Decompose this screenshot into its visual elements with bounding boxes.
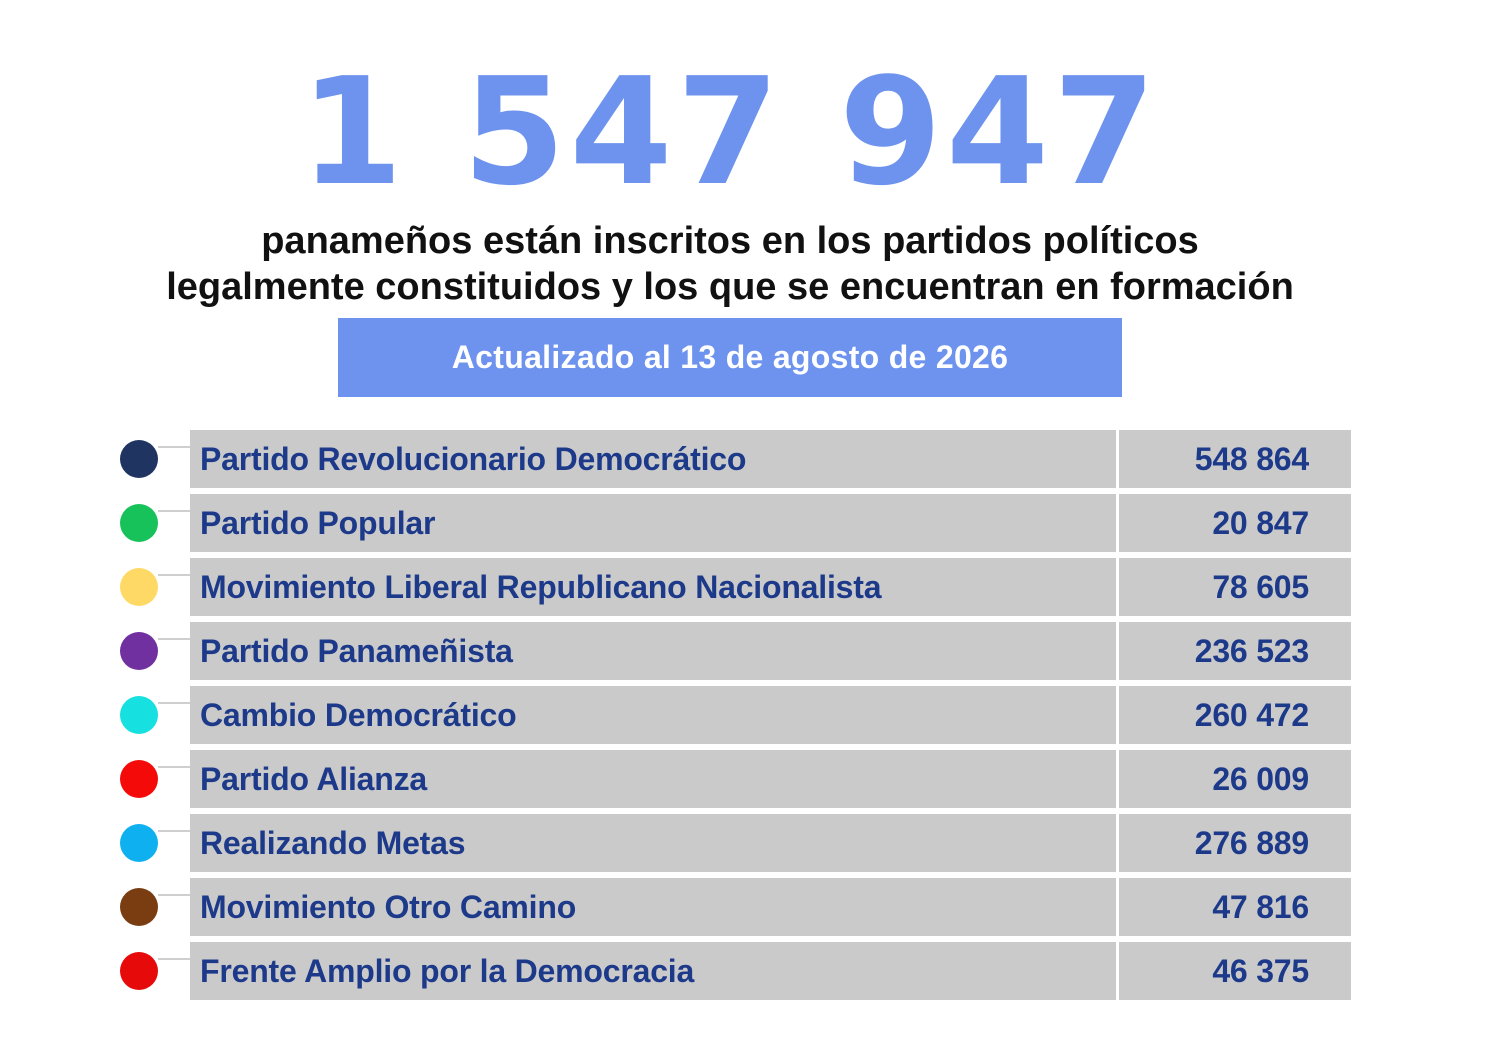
party-color-dot [120, 504, 158, 542]
table-row: Cambio Democrático 260 472 [0, 686, 1502, 750]
party-count-cell: 260 472 [1119, 686, 1351, 744]
party-name: Frente Amplio por la Democracia [200, 952, 695, 989]
party-table: Partido Revolucionario Democrático 548 86… [0, 430, 1502, 1006]
table-row: Movimiento Liberal Republicano Nacionali… [0, 558, 1502, 622]
party-name: Partido Revolucionario Democrático [200, 440, 747, 477]
subtitle-line-1: panameños están inscritos en los partido… [261, 220, 1199, 262]
party-name-cell: Frente Amplio por la Democracia [190, 942, 1116, 1000]
party-count-cell: 47 816 [1119, 878, 1351, 936]
party-count-cell: 20 847 [1119, 494, 1351, 552]
party-name: Cambio Democrático [200, 696, 517, 733]
party-name: Partido Alianza [200, 760, 427, 797]
connector-line [158, 958, 192, 960]
table-row: Partido Popular 20 847 [0, 494, 1502, 558]
party-count-cell: 236 523 [1119, 622, 1351, 680]
party-name: Movimiento Otro Camino [200, 888, 577, 925]
party-count: 46 375 [1212, 952, 1309, 989]
party-color-dot [120, 888, 158, 926]
party-count: 78 605 [1212, 568, 1309, 605]
connector-line [158, 830, 192, 832]
party-count-cell: 46 375 [1119, 942, 1351, 1000]
party-name-cell: Partido Panameñista [190, 622, 1116, 680]
table-row: Partido Revolucionario Democrático 548 86… [0, 430, 1502, 494]
party-count: 236 523 [1194, 632, 1309, 669]
party-name: Movimiento Liberal Republicano Nacionali… [200, 568, 882, 605]
connector-line [158, 766, 192, 768]
total-registered-count: 1 547 947 [300, 46, 1160, 218]
connector-line [158, 702, 192, 704]
connector-line [158, 510, 192, 512]
party-count: 47 816 [1212, 888, 1309, 925]
party-name-cell: Cambio Democrático [190, 686, 1116, 744]
party-name-cell: Movimiento Otro Camino [190, 878, 1116, 936]
party-count: 20 847 [1212, 504, 1309, 541]
party-name: Realizando Metas [200, 824, 466, 861]
updated-date-banner: Actualizado al 13 de agosto de 2026 [338, 318, 1122, 397]
party-name-cell: Partido Revolucionario Democrático [190, 430, 1116, 488]
party-count: 276 889 [1194, 824, 1309, 861]
party-count-cell: 548 864 [1119, 430, 1351, 488]
table-row: Frente Amplio por la Democracia 46 375 [0, 942, 1502, 1006]
connector-line [158, 638, 192, 640]
table-row: Realizando Metas 276 889 [0, 814, 1502, 878]
party-name: Partido Popular [200, 504, 436, 541]
subtitle-line-2: legalmente constituidos y los que se enc… [166, 266, 1294, 308]
party-count-cell: 26 009 [1119, 750, 1351, 808]
connector-line [158, 446, 192, 448]
party-name-cell: Partido Alianza [190, 750, 1116, 808]
party-count-cell: 276 889 [1119, 814, 1351, 872]
party-name-cell: Partido Popular [190, 494, 1116, 552]
party-color-dot [120, 632, 158, 670]
party-color-dot [120, 696, 158, 734]
party-name-cell: Movimiento Liberal Republicano Nacionali… [190, 558, 1116, 616]
party-count: 548 864 [1194, 440, 1309, 477]
connector-line [158, 894, 192, 896]
party-name-cell: Realizando Metas [190, 814, 1116, 872]
party-color-dot [120, 440, 158, 478]
party-color-dot [120, 568, 158, 606]
party-color-dot [120, 760, 158, 798]
connector-line [158, 574, 192, 576]
party-count: 260 472 [1194, 696, 1309, 733]
party-color-dot [120, 824, 158, 862]
table-row: Partido Alianza 26 009 [0, 750, 1502, 814]
table-row: Movimiento Otro Camino 47 816 [0, 878, 1502, 942]
party-count: 26 009 [1212, 760, 1309, 797]
table-row: Partido Panameñista 236 523 [0, 622, 1502, 686]
party-count-cell: 78 605 [1119, 558, 1351, 616]
party-name: Partido Panameñista [200, 632, 513, 669]
updated-date-text: Actualizado al 13 de agosto de 2026 [451, 339, 1009, 375]
party-color-dot [120, 952, 158, 990]
